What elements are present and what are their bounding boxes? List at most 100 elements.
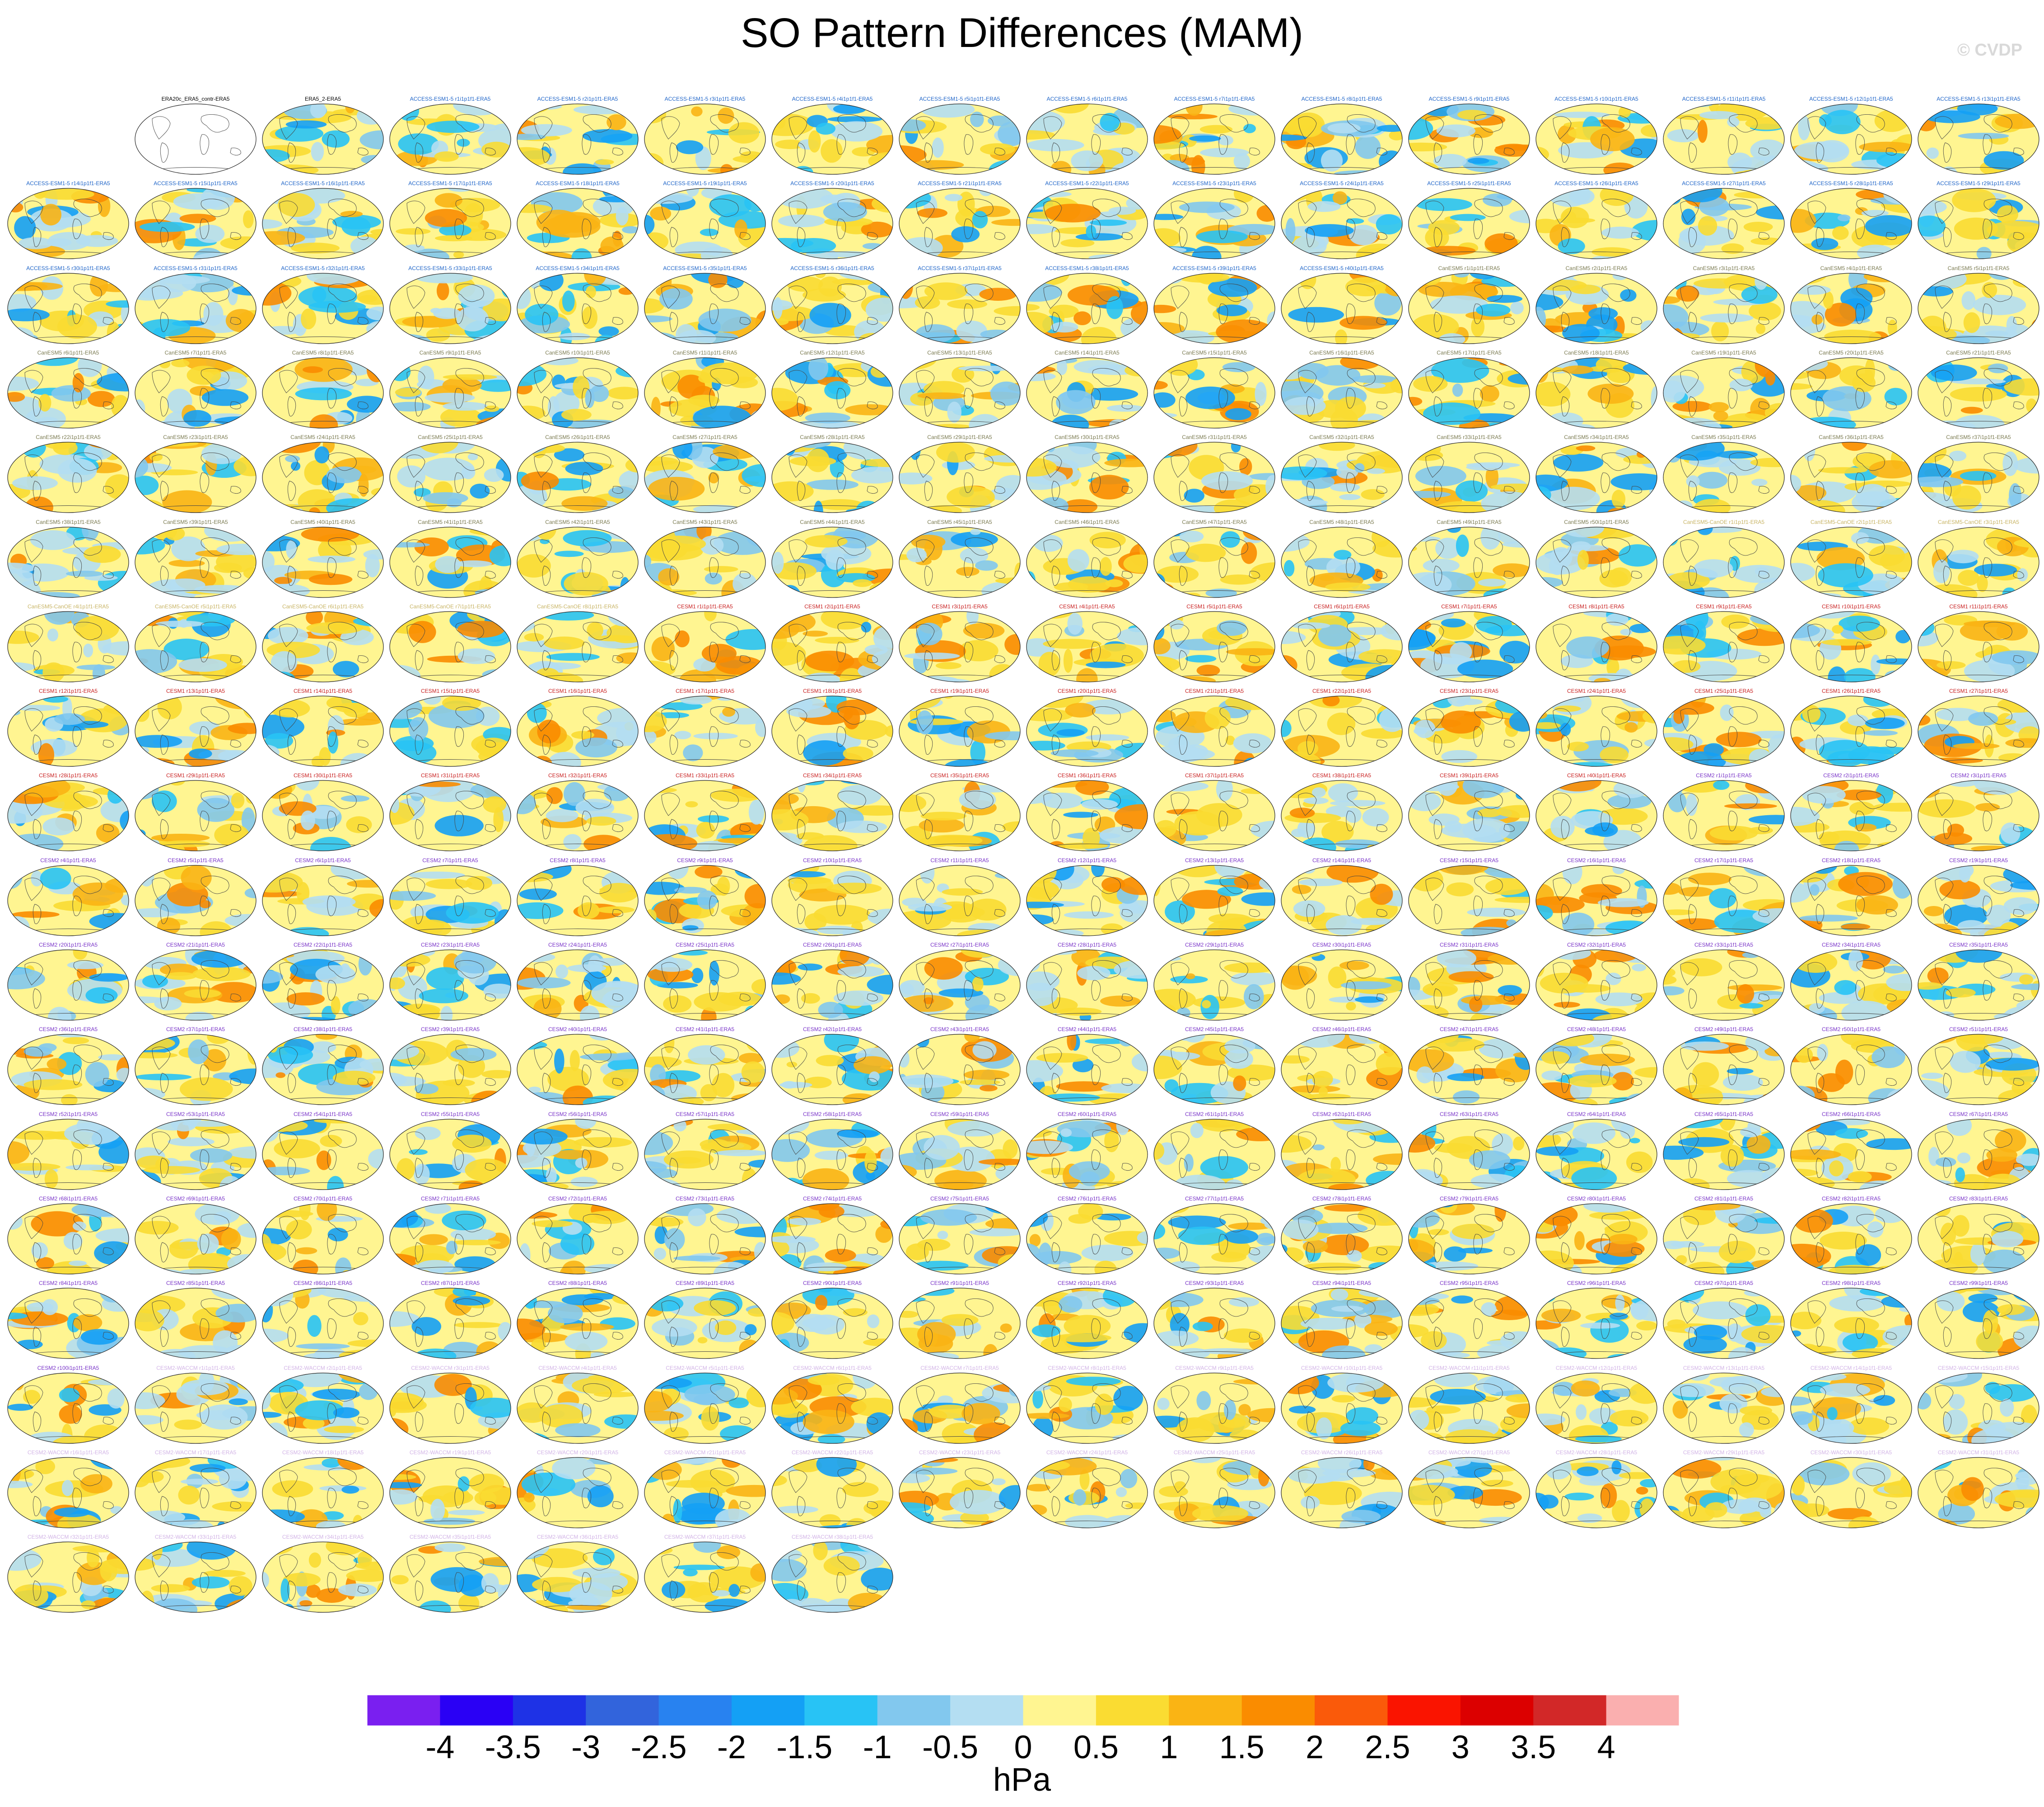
- map-border: [389, 272, 511, 344]
- anomaly-region: [1606, 613, 1629, 626]
- global-map: [1408, 272, 1530, 344]
- continent-outline: [1856, 283, 1885, 302]
- anomaly-region: [1222, 362, 1255, 372]
- continent-outline: [1688, 396, 1697, 416]
- anomaly-region: [1086, 661, 1126, 668]
- map-panel: CESM2 r33i1p1f1-ERA5: [1662, 942, 1785, 1021]
- global-map: [1790, 357, 1912, 429]
- anomaly-region: [1220, 531, 1240, 548]
- anomaly-region: [220, 236, 256, 250]
- map-panel: CESM1 r11i1p1f1-ERA5: [1917, 603, 2040, 683]
- global-map: [135, 865, 257, 936]
- continent-outline: [1688, 312, 1697, 332]
- anomaly-region: [8, 527, 13, 543]
- anomaly-region: [423, 492, 468, 504]
- map-panel: CESM1 r10i1p1f1-ERA5: [1790, 603, 1913, 683]
- panel-label: CESM2 r28i1p1f1-ERA5: [1057, 942, 1117, 948]
- map-border: [135, 103, 257, 175]
- continent-outline: [454, 134, 464, 155]
- anomaly-region: [422, 458, 475, 481]
- map-panel: CanESM5 r40i1p1f1-ERA5: [261, 519, 384, 598]
- continent-outline: [1815, 312, 1825, 332]
- map-panel: CESM2 r3i1p1f1-ERA5: [1917, 772, 2040, 852]
- anomaly-region: [1106, 296, 1123, 319]
- anomaly-region: [271, 651, 298, 674]
- global-map: [1535, 696, 1657, 767]
- anomaly-region: [2012, 275, 2039, 288]
- anomaly-region: [1954, 218, 1998, 240]
- panel-label: ACCESS-ESM1-5 r36i1p1f1-ERA5: [790, 265, 874, 271]
- anomaly-region: [818, 1002, 843, 1018]
- anomaly-region: [1332, 191, 1348, 205]
- anomaly-region: [1345, 277, 1386, 296]
- continent-outline: [534, 201, 553, 224]
- continent-outline: [1943, 396, 1952, 416]
- anomaly-region: [1450, 642, 1472, 662]
- global-map: [389, 780, 511, 851]
- anomaly-region: [695, 865, 723, 878]
- anomaly-region: [1281, 274, 1288, 294]
- anomaly-region: [302, 895, 356, 908]
- global-map: [7, 442, 129, 513]
- anomaly-region: [390, 953, 430, 967]
- map-panel: CanESM5-CanOE r2i1p1f1-ERA5: [1790, 519, 1913, 598]
- anomaly-region: [1421, 246, 1476, 256]
- anomaly-region: [1975, 803, 2000, 812]
- global-map: [7, 865, 129, 936]
- continent-outline: [1091, 303, 1101, 324]
- anomaly-region: [1071, 150, 1103, 171]
- anomaly-region: [1027, 244, 1032, 259]
- panel-label: ACCESS-ESM1-5 r3i1p1f1-ERA5: [664, 96, 746, 102]
- panel-label: CESM1 r14i1p1f1-ERA5: [293, 688, 353, 695]
- anomaly-region: [1905, 838, 1912, 851]
- anomaly-region: [704, 565, 738, 572]
- map-border: [1663, 272, 1785, 344]
- map-panel: CanESM5 r43i1p1f1-ERA5: [644, 519, 766, 598]
- anomaly-region: [1792, 285, 1831, 295]
- global-map: [1790, 103, 1912, 175]
- anomaly-region: [1500, 104, 1530, 108]
- panel-label: CESM1 r37i1p1f1-ERA5: [1185, 772, 1244, 779]
- anomaly-region: [1566, 636, 1609, 659]
- continent-outline: [357, 317, 369, 325]
- anomaly-region: [1721, 614, 1750, 629]
- global-map: [771, 696, 893, 767]
- anomaly-region: [1554, 1002, 1580, 1008]
- global-map: [644, 696, 766, 767]
- anomaly-region: [582, 129, 633, 143]
- anomaly-region: [1954, 415, 2005, 428]
- anomaly-region: [645, 589, 697, 597]
- anomaly-region: [1409, 397, 1423, 406]
- anomaly-region: [1054, 582, 1088, 591]
- anomaly-region: [1595, 992, 1643, 1007]
- global-map: [262, 188, 384, 259]
- continent-outline: [534, 116, 553, 140]
- map-panel: ACCESS-ESM1-5 r10i1p1f1-ERA5: [1535, 96, 1658, 175]
- map-border: [644, 272, 766, 344]
- panel-label: CanESM5 r26i1p1f1-ERA5: [545, 434, 610, 441]
- map-panel-reference: ERA20c_ERA5_contr-ERA5: [134, 96, 257, 175]
- map-panel: ACCESS-ESM1-5 r4i1p1f1-ERA5: [771, 96, 894, 175]
- continent-outline: [1728, 219, 1738, 239]
- anomaly-region: [1590, 127, 1635, 151]
- panel-label: CanESM5 r20i1p1f1-ERA5: [1819, 349, 1884, 356]
- global-map: [1790, 526, 1912, 598]
- anomaly-region: [1218, 135, 1233, 145]
- anomaly-region: [1036, 527, 1046, 537]
- continent-outline: [1474, 199, 1503, 217]
- anomaly-region: [1346, 1002, 1356, 1011]
- anomaly-region: [1716, 732, 1762, 747]
- panel-label: CanESM5-CanOE r8i1p1f1-ERA5: [537, 603, 619, 610]
- continent-outline: [1601, 368, 1630, 387]
- anomaly-region: [607, 387, 638, 400]
- anomaly-region: [1727, 117, 1740, 127]
- map-panel: CanESM5 r22i1p1f1-ERA5: [7, 434, 130, 514]
- anomaly-region: [1958, 570, 1979, 586]
- global-map: [1153, 949, 1275, 1021]
- anomaly-region: [1743, 222, 1773, 233]
- map-panel: CESM2 r5i1p1f1-ERA5: [134, 857, 257, 937]
- map-border: [1281, 357, 1403, 429]
- map-panel: CanESM5 r48i1p1f1-ERA5: [1280, 519, 1403, 598]
- continent-outline: [1856, 114, 1885, 133]
- global-map: [1153, 696, 1275, 767]
